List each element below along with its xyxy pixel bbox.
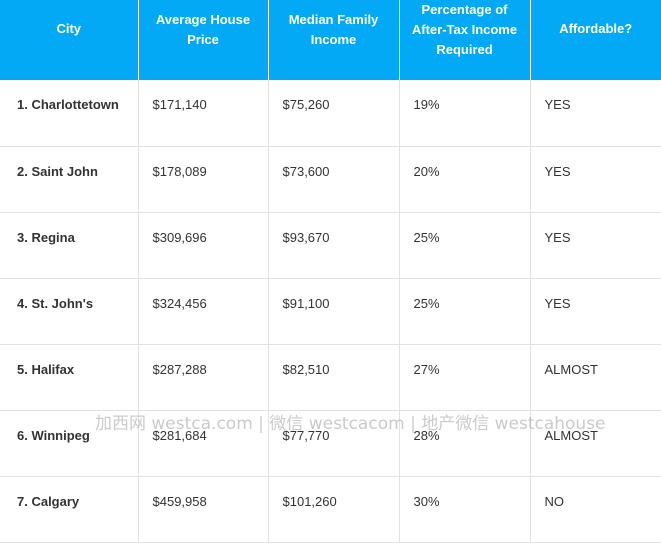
- affordable-cell: YES: [530, 278, 661, 345]
- city-cell: 5. Halifax: [0, 344, 139, 411]
- house-price-cell: $178,089: [138, 146, 269, 213]
- family-income-cell: $93,670: [268, 212, 400, 279]
- table-row: 2. Saint John $178,089 $73,600 20% YES: [0, 146, 661, 213]
- house-price-cell: $324,456: [138, 278, 269, 345]
- city-cell: 3. Regina: [0, 212, 139, 279]
- table-row: 7. Calgary $459,958 $101,260 30% NO: [0, 476, 661, 543]
- city-cell: 7. Calgary: [0, 476, 139, 543]
- percentage-cell: 19%: [399, 80, 531, 147]
- affordable-cell: NO: [530, 476, 661, 543]
- city-cell: 1. Charlottetown: [0, 80, 139, 147]
- affordable-cell: ALMOST: [530, 344, 661, 411]
- header-median-family-income: Median Family Income: [268, 0, 400, 80]
- header-affordable-label: Affordable?: [559, 21, 633, 36]
- family-income-cell: $82,510: [268, 344, 400, 411]
- header-average-house-price-label: Average House Price: [155, 12, 251, 47]
- house-price-cell: $459,958: [138, 476, 269, 543]
- family-income-cell: $75,260: [268, 80, 400, 147]
- affordable-cell: YES: [530, 80, 661, 147]
- house-price-cell: $171,140: [138, 80, 269, 147]
- header-percentage-required: Percentage of After-Tax Income Required: [399, 0, 531, 80]
- table-row: 5. Halifax $287,288 $82,510 27% ALMOST: [0, 344, 661, 411]
- percentage-cell: 27%: [399, 344, 531, 411]
- header-average-house-price: Average House Price: [138, 0, 269, 80]
- percentage-cell: 28%: [399, 410, 531, 477]
- family-income-cell: $77,770: [268, 410, 400, 477]
- header-median-family-income-label: Median Family Income: [288, 12, 379, 47]
- table-header: City Average House Price Median Family I…: [0, 0, 661, 80]
- family-income-cell: $101,260: [268, 476, 400, 543]
- header-row: City Average House Price Median Family I…: [0, 0, 661, 80]
- family-income-cell: $91,100: [268, 278, 400, 345]
- table-row: 4. St. John's $324,456 $91,100 25% YES: [0, 278, 661, 345]
- percentage-cell: 30%: [399, 476, 531, 543]
- header-affordable: Affordable?: [530, 0, 661, 80]
- city-cell: 2. Saint John: [0, 146, 139, 213]
- city-cell: 4. St. John's: [0, 278, 139, 345]
- table-body: 1. Charlottetown $171,140 $75,260 19% YE…: [0, 80, 661, 543]
- affordable-cell: ALMOST: [530, 410, 661, 477]
- table-row: 1. Charlottetown $171,140 $75,260 19% YE…: [0, 80, 661, 147]
- house-price-cell: $309,696: [138, 212, 269, 279]
- house-price-cell: $287,288: [138, 344, 269, 411]
- city-cell: 6. Winnipeg: [0, 410, 139, 477]
- house-price-cell: $281,684: [138, 410, 269, 477]
- affordable-cell: YES: [530, 212, 661, 279]
- table-row: 6. Winnipeg $281,684 $77,770 28% ALMOST: [0, 410, 661, 477]
- percentage-cell: 20%: [399, 146, 531, 213]
- percentage-cell: 25%: [399, 278, 531, 345]
- percentage-cell: 25%: [399, 212, 531, 279]
- table-row: 3. Regina $309,696 $93,670 25% YES: [0, 212, 661, 279]
- family-income-cell: $73,600: [268, 146, 400, 213]
- header-city-label: City: [56, 21, 82, 36]
- header-percentage-required-label: Percentage of After-Tax Income Required: [411, 2, 518, 57]
- affordable-cell: YES: [530, 146, 661, 213]
- header-city: City: [0, 0, 139, 80]
